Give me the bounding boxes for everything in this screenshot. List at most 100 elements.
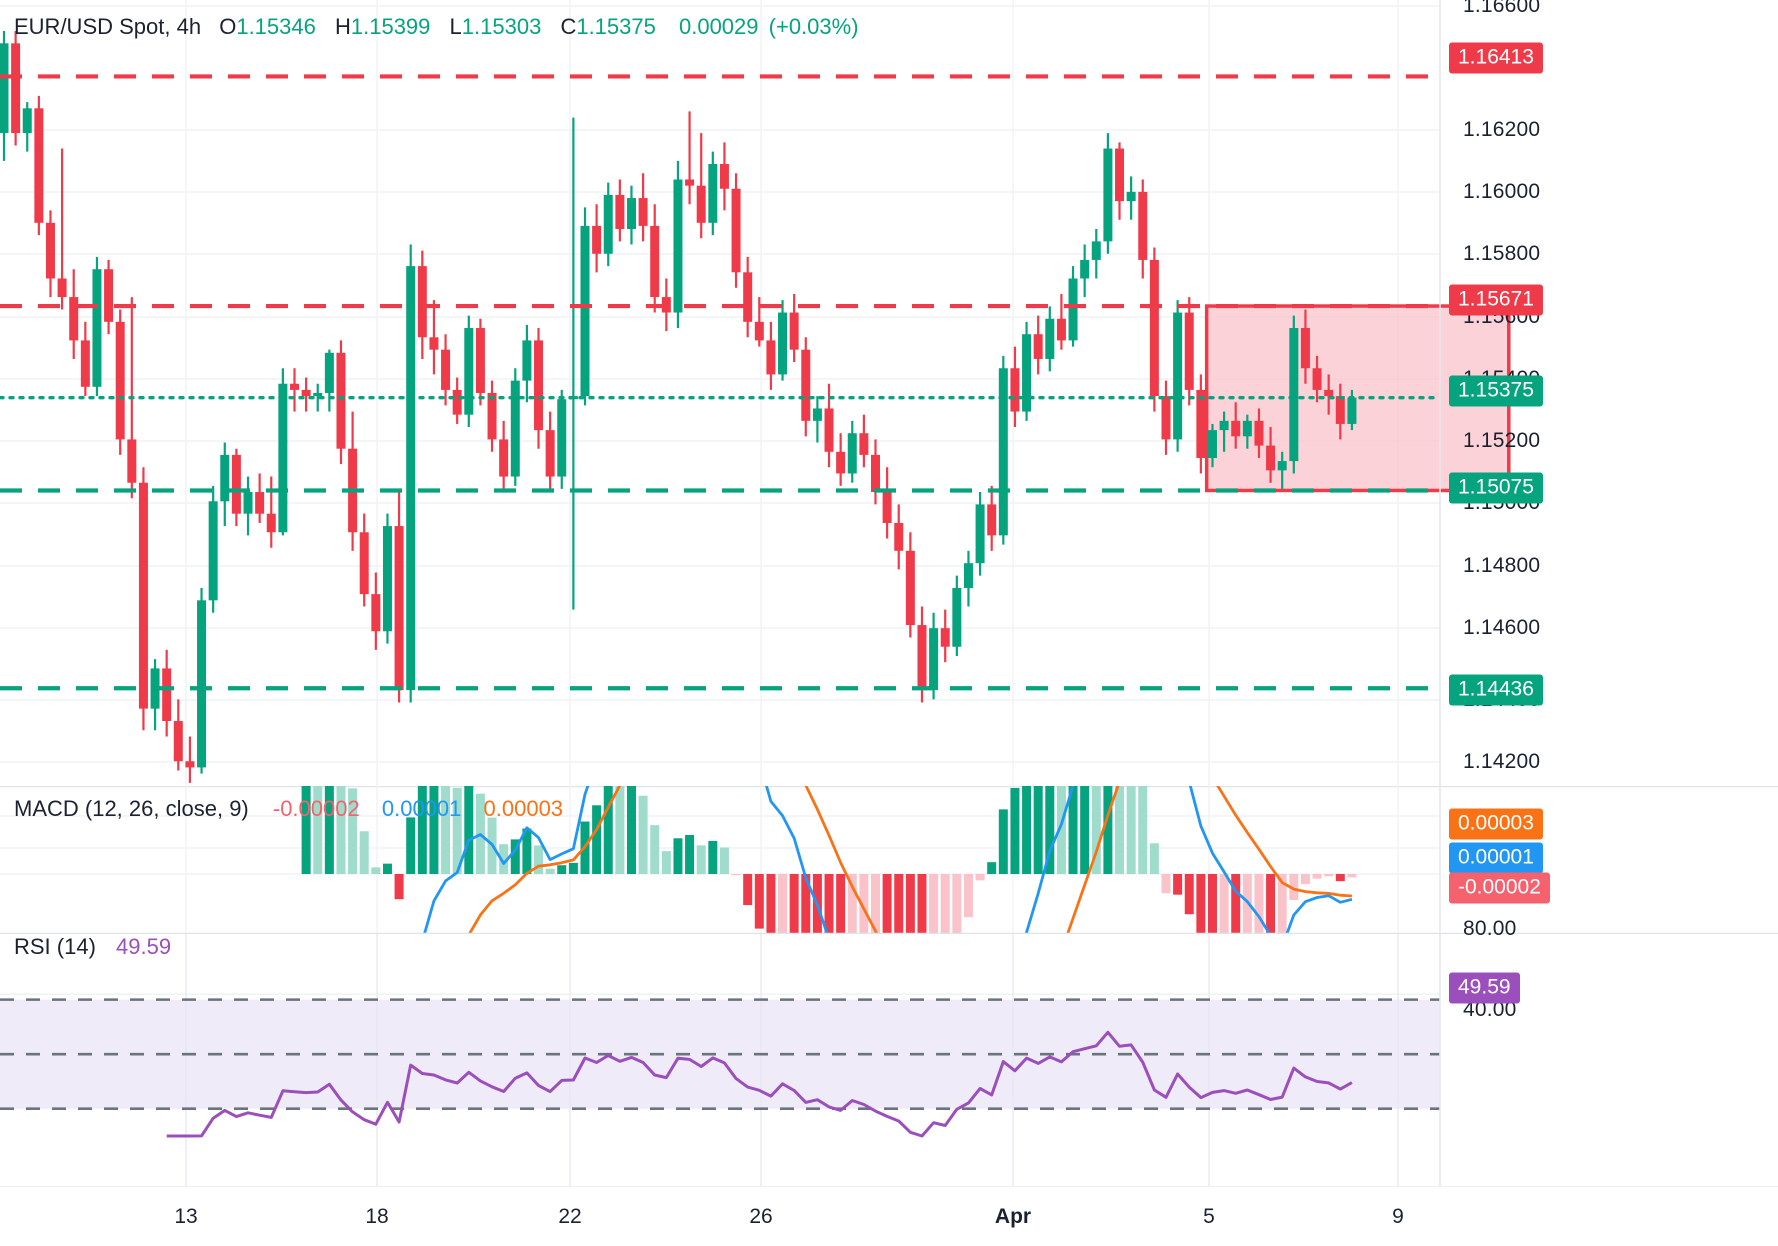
- candle-body: [1173, 312, 1183, 440]
- candle-body: [220, 454, 230, 502]
- macd-histogram-bar: [592, 805, 602, 874]
- price-axis-tick: 1.15200: [1463, 429, 1541, 452]
- time-axis[interactable]: 13 18 22 26 Apr 5 9: [0, 1186, 1778, 1246]
- macd-title: MACD (12, 26, close, 9): [14, 796, 249, 821]
- rsi-panel[interactable]: [0, 934, 1778, 1186]
- candle-body: [963, 563, 973, 588]
- candle-body: [1080, 259, 1090, 279]
- candle-body: [115, 321, 125, 440]
- candle-body: [127, 439, 137, 483]
- time-axis-tick: 13: [174, 1205, 198, 1228]
- candle-body: [197, 600, 207, 768]
- macd-histogram-bar: [1033, 786, 1043, 874]
- macd-plot[interactable]: [0, 786, 1778, 934]
- macd-value-badge[interactable]: 0.00001: [1449, 842, 1543, 874]
- macd-value-badge[interactable]: -0.00002: [1449, 872, 1550, 904]
- macd-histogram-bar: [1219, 874, 1229, 934]
- candle-body: [162, 668, 172, 722]
- candle-body: [778, 312, 788, 375]
- macd-histogram-bar: [1184, 874, 1194, 915]
- macd-value-badge[interactable]: 0.00003: [1449, 808, 1543, 840]
- macd-histogram-bar: [696, 845, 706, 874]
- candle-body: [766, 340, 776, 375]
- macd-signal-line: [467, 786, 1352, 934]
- candle-body: [1161, 396, 1171, 440]
- candle-body: [487, 393, 497, 440]
- macd-histogram-bar: [406, 817, 416, 874]
- candle-body: [475, 328, 485, 393]
- candle-body: [1068, 278, 1078, 341]
- macd-histogram-bar: [1196, 874, 1206, 934]
- candle-body: [952, 587, 962, 647]
- macd-histogram-bar: [545, 868, 555, 874]
- price-axis-tick: 1.16600: [1463, 0, 1541, 17]
- rsi-value: 49.59: [116, 934, 172, 959]
- candle-body: [11, 43, 21, 134]
- high-value: 1.15399: [350, 14, 431, 39]
- candle-body: [719, 164, 729, 189]
- candle-body: [429, 337, 439, 350]
- macd-histogram-bar: [324, 786, 334, 874]
- price-level-badge[interactable]: 1.15375: [1449, 375, 1543, 407]
- macd-histogram-bar: [1324, 874, 1334, 877]
- macd-histogram-bar: [626, 786, 636, 874]
- rsi-plot[interactable]: [0, 934, 1778, 1186]
- macd-histogram-bar: [336, 786, 346, 874]
- macd-histogram-bar: [382, 863, 392, 874]
- candle-body: [255, 492, 265, 514]
- candle-body: [1091, 241, 1101, 260]
- candle-body: [987, 504, 997, 536]
- candle-body: [57, 278, 67, 298]
- price-chart-panel[interactable]: [0, 0, 1778, 786]
- candle-body: [464, 328, 474, 415]
- macd-histogram-bar: [894, 874, 904, 934]
- candle-body: [708, 164, 718, 223]
- price-level-badge[interactable]: 1.14436: [1449, 674, 1543, 706]
- macd-histogram-bar: [1115, 786, 1125, 874]
- candle-body: [324, 352, 334, 393]
- candle-body: [417, 266, 427, 338]
- macd-histogram-bar: [1173, 874, 1183, 895]
- macd-histogram-bar: [1242, 874, 1252, 934]
- macd-histogram-bar: [510, 839, 520, 874]
- price-level-badge[interactable]: 1.15671: [1449, 284, 1543, 316]
- candle-body: [836, 451, 846, 474]
- macd-histogram-bar: [348, 788, 358, 874]
- candle-body: [824, 408, 834, 452]
- price-level-badge[interactable]: 1.16413: [1449, 42, 1543, 74]
- macd-histogram-bar: [1335, 874, 1345, 882]
- candle-body: [185, 761, 195, 768]
- price-level-badge[interactable]: 1.15075: [1449, 472, 1543, 504]
- candle-body: [905, 550, 915, 626]
- candle-body: [1138, 191, 1148, 260]
- candle-body: [34, 108, 44, 223]
- candle-body: [534, 340, 544, 431]
- candle-body: [441, 349, 451, 390]
- macd-panel[interactable]: [0, 786, 1778, 934]
- macd-histogram-bar: [1207, 874, 1217, 934]
- macd-histogram-bar: [638, 795, 648, 874]
- candle-body: [104, 269, 114, 322]
- rsi-value-badge[interactable]: 49.59: [1449, 972, 1520, 1004]
- open-value: 1.15346: [236, 14, 316, 39]
- macd-histogram-bar: [441, 786, 451, 874]
- candle-body: [673, 179, 683, 313]
- candle-body: [685, 179, 695, 186]
- macd-histogram-bar: [975, 874, 985, 881]
- price-axis-tick: 1.14200: [1463, 750, 1541, 773]
- candle-body: [1115, 148, 1125, 202]
- candle-body: [743, 272, 753, 322]
- candle-body: [382, 526, 392, 632]
- price-candlestick-plot[interactable]: [0, 0, 1778, 786]
- candle-body: [69, 297, 79, 341]
- candle-body: [894, 522, 904, 551]
- symbol-label: EUR/USD Spot, 4h: [14, 14, 202, 39]
- candle-body: [1033, 334, 1043, 359]
- candle-body: [545, 430, 555, 477]
- candle-body: [359, 532, 369, 595]
- macd-histogram-bar: [673, 838, 683, 874]
- macd-histogram-bar: [1149, 843, 1159, 874]
- candle-body: [1184, 312, 1194, 390]
- macd-histogram-bar: [824, 874, 834, 934]
